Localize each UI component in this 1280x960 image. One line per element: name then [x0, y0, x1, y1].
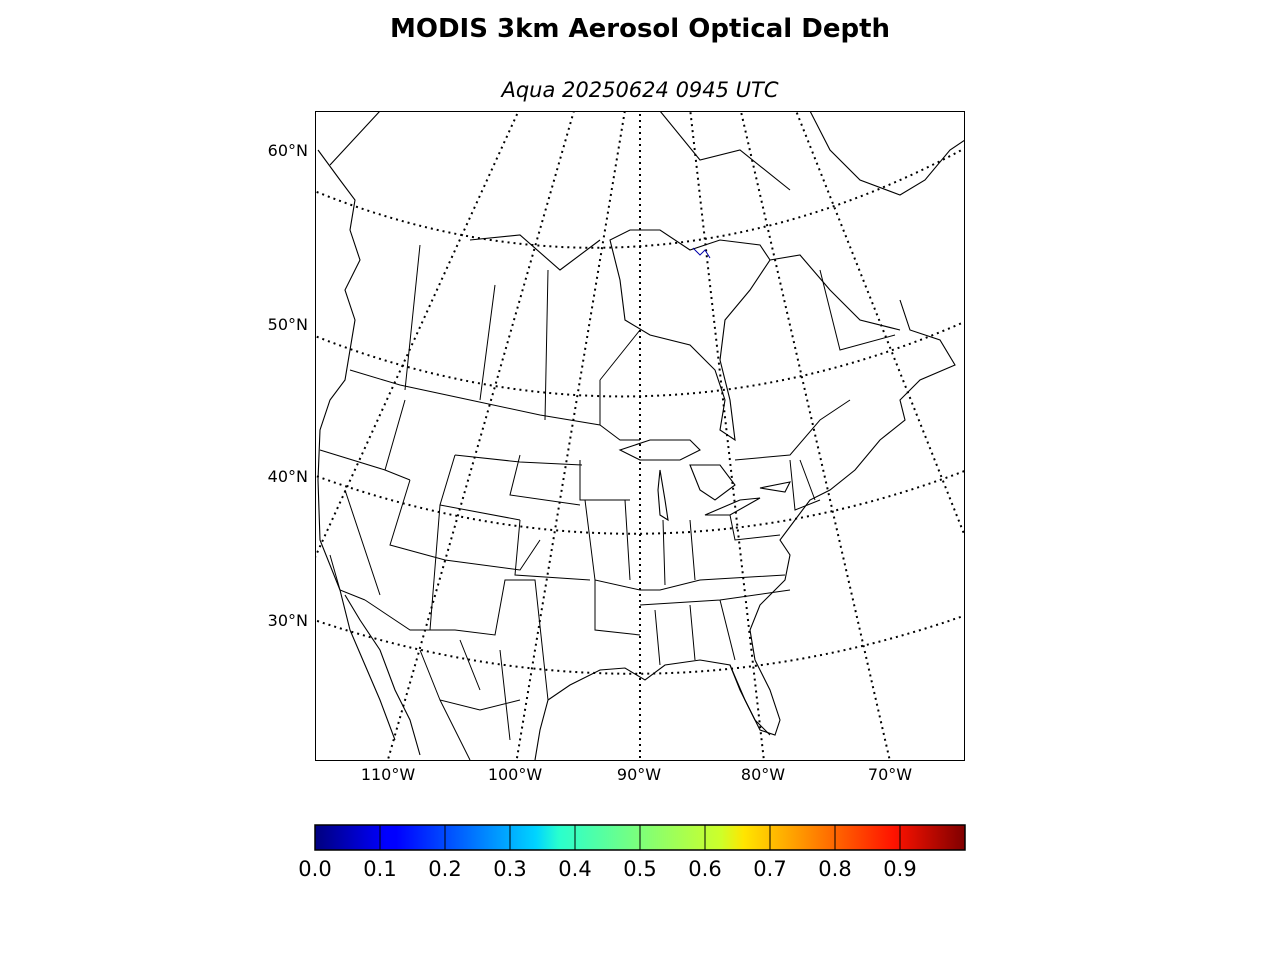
mexico-state-lines — [419, 639, 521, 761]
hudson-bay-coast — [609, 229, 771, 442]
lake-michigan — [657, 469, 669, 522]
lon-label-100: 100°W — [488, 765, 543, 784]
colorbar-tick-label: 0.5 — [623, 857, 656, 881]
lake-erie — [704, 497, 761, 516]
mexico-gulf-coast — [534, 699, 549, 761]
longitude-labels: 110°W 100°W 90°W 80°W 70°W — [361, 765, 912, 784]
arctic-coast — [329, 111, 791, 271]
province-lines — [404, 244, 896, 425]
lat-label-40: 40°N — [268, 467, 308, 486]
colorbar-tick-label: 0.1 — [363, 857, 396, 881]
us-canada-border-east — [734, 399, 851, 461]
us-mexico-border — [364, 579, 549, 701]
lon-label-70: 70°W — [868, 765, 912, 784]
lat-label-50: 50°N — [268, 315, 308, 334]
colorbar-ticks — [379, 825, 901, 850]
political-borders — [319, 244, 896, 761]
colorbar-tick-label: 0.6 — [688, 857, 721, 881]
baja-coast — [344, 594, 421, 756]
lon-120-line — [315, 111, 520, 560]
colorbar-tick-label: 0.4 — [558, 857, 591, 881]
lon-70-line — [739, 111, 891, 761]
lake-ontario — [759, 481, 791, 493]
lon-100-line — [515, 111, 626, 761]
colorbar: 0.0 0.1 0.2 0.3 0.4 0.5 0.6 0.7 0.8 0.9 — [298, 824, 966, 881]
aod-pixels — [692, 247, 711, 259]
latitude-labels: 60°N 50°N 40°N 30°N — [268, 141, 308, 630]
atlantic-coast — [749, 299, 956, 661]
colorbar-tick-label: 0.3 — [493, 857, 526, 881]
lat-label-30: 30°N — [268, 611, 308, 630]
lat-40-line — [315, 469, 965, 535]
lat-label-60: 60°N — [268, 141, 308, 160]
coastlines — [317, 111, 965, 761]
labrador-coast — [769, 254, 901, 331]
lake-huron — [689, 464, 736, 501]
colorbar-tick-labels: 0.0 0.1 0.2 0.3 0.4 0.5 0.6 0.7 0.8 0.9 — [298, 857, 916, 881]
lon-label-90: 90°W — [617, 765, 661, 784]
lake-superior — [618, 439, 701, 461]
lon-110-line — [386, 111, 575, 761]
map-subtitle: Aqua 20250624 0945 UTC — [501, 78, 779, 102]
map-panel — [315, 111, 965, 761]
gulf-coast — [547, 659, 781, 736]
greenland-coast — [809, 111, 965, 196]
us-canada-border — [349, 369, 640, 441]
longitude-lines — [315, 111, 965, 761]
lon-label-110: 110°W — [361, 765, 416, 784]
state-lines — [319, 399, 821, 666]
colorbar-tick-label: 0.2 — [428, 857, 461, 881]
colorbar-tick-label: 0.7 — [753, 857, 786, 881]
lon-label-80: 80°W — [741, 765, 785, 784]
colorbar-tick-label: 0.0 — [298, 857, 331, 881]
florida — [729, 664, 771, 736]
pacific-coast — [317, 149, 396, 741]
figure-title: MODIS 3km Aerosol Optical Depth — [389, 14, 891, 44]
colorbar-tick-label: 0.9 — [883, 857, 916, 881]
colorbar-tick-label: 0.8 — [818, 857, 851, 881]
